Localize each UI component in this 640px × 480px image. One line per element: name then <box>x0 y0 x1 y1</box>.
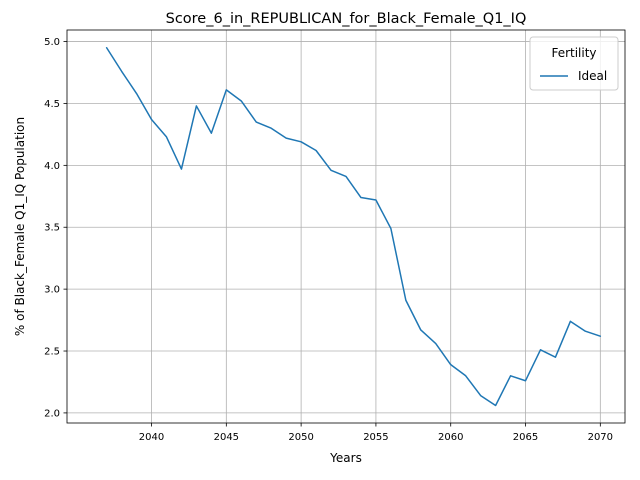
x-tick-label: 2040 <box>139 432 164 443</box>
x-tick-label: 2055 <box>363 432 388 443</box>
legend: Fertility Ideal <box>529 36 619 91</box>
y-tick-label: 4.0 <box>44 161 60 172</box>
ticks: 2040 2045 2050 2055 2060 2065 2070 2.0 2.5 3.0 3.5… <box>44 37 613 443</box>
plot-frame <box>66 29 626 424</box>
legend-title: Fertility <box>551 46 596 60</box>
series-layer <box>105 47 602 407</box>
y-tick-label: 4.5 <box>44 99 60 110</box>
y-axis-label: % of Black_Female Q1_IQ Population <box>13 117 27 336</box>
series-line-ideal <box>105 47 602 407</box>
y-tick-label: 2.0 <box>44 408 60 419</box>
y-tick-label: 5.0 <box>44 37 60 48</box>
chart-title: Score_6_in_REPUBLICAN_for_Black_Female_Q… <box>166 11 527 27</box>
y-tick-label: 3.5 <box>44 223 60 234</box>
legend-label-ideal: Ideal <box>578 69 607 83</box>
x-tick-label: 2065 <box>513 432 538 443</box>
y-tick-label: 3.0 <box>44 285 60 296</box>
x-axis-label: Years <box>329 451 362 465</box>
x-tick-label: 2060 <box>438 432 463 443</box>
x-tick-label: 2050 <box>288 432 313 443</box>
x-tick-label: 2070 <box>588 432 613 443</box>
grid <box>67 30 625 423</box>
y-tick-label: 2.5 <box>44 347 60 358</box>
x-tick-label: 2045 <box>214 432 239 443</box>
